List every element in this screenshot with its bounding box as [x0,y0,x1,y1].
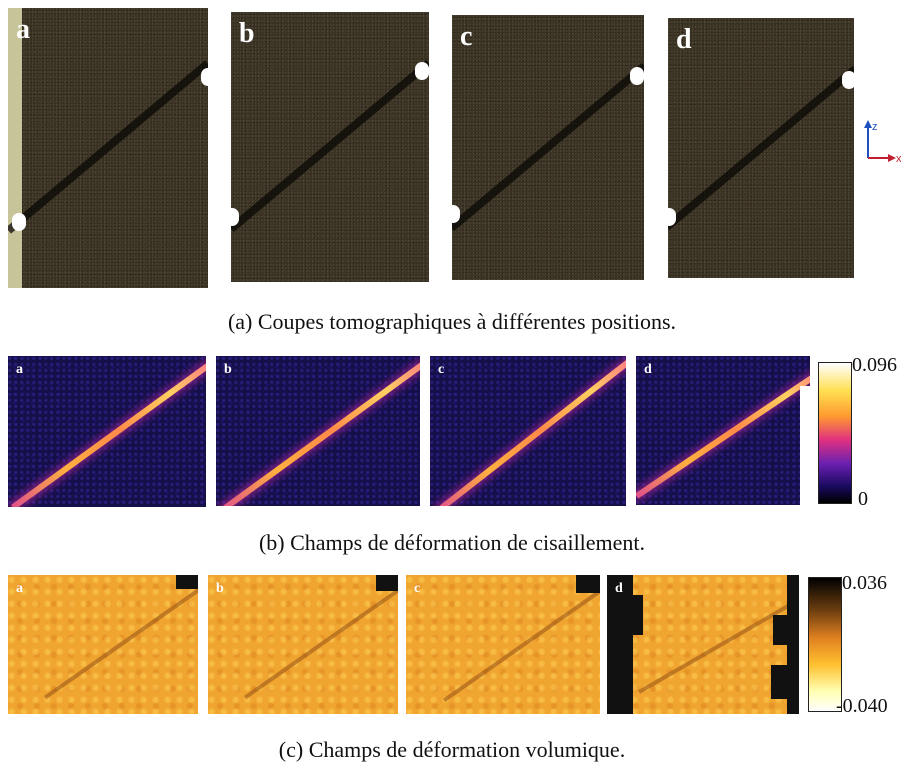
shear-colorbar-max: 0.096 [852,354,897,376]
panel-label: d [615,581,623,596]
panel-label: a [16,14,30,45]
shear-colorbar [818,362,852,504]
panel-label: b [224,362,232,377]
volumetric-field-b: b [208,575,398,714]
caption-c: (c) Champs de déformation volumique. [278,737,626,762]
caption-b: (b) Champs de déformation de cisaillemen… [258,530,646,555]
volumetric-colorbar-max: 0.036 [842,572,887,594]
panel-label: a [16,581,23,596]
caption-a: (a) Coupes tomographiques à différentes … [227,309,677,334]
volumetric-field-c: c [406,575,600,714]
tomo-slice-c: c [452,15,644,280]
panel-label: b [239,18,255,49]
panel-label: b [216,581,224,596]
volumetric-colorbar [808,577,842,712]
volumetric-field-d: d [607,575,799,714]
volumetric-colorbar-min: -0.040 [836,695,888,717]
panel-label: d [676,24,692,55]
panel-label: d [644,362,652,377]
shear-field-a: a [8,356,206,507]
volumetric-field-a: a [8,575,198,714]
panel-label: c [460,21,473,52]
panel-label: c [414,581,421,596]
tomo-slice-d: d [668,18,854,278]
shear-colorbar-min: 0 [858,488,868,510]
panel-label: c [438,362,445,377]
axis-x-label: x [896,153,902,165]
shear-field-d: d [636,356,810,505]
tomo-slice-a: a [8,8,208,288]
axis-z-label: z [872,121,878,133]
panel-label: a [16,362,23,377]
tomo-slice-b: b [231,12,429,282]
axis-indicator: z x [864,120,902,165]
shear-field-c: c [430,356,626,506]
shear-field-b: b [216,356,420,506]
